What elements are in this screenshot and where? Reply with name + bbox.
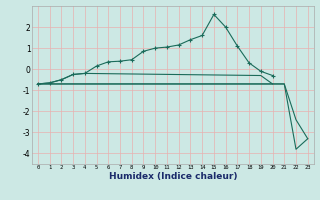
X-axis label: Humidex (Indice chaleur): Humidex (Indice chaleur) — [108, 172, 237, 181]
